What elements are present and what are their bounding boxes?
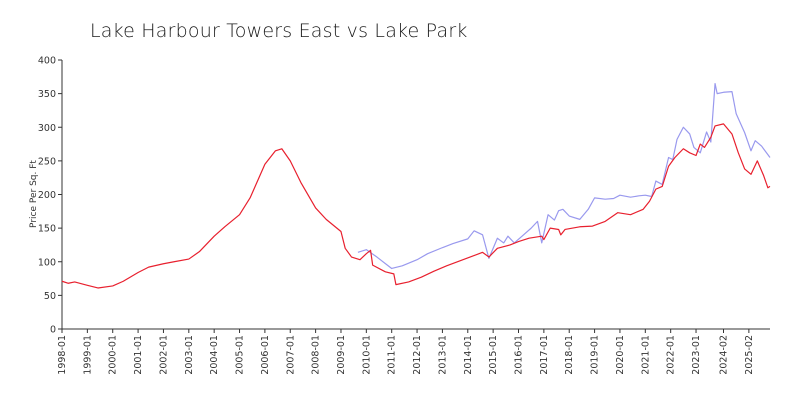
chart-axes xyxy=(61,60,770,330)
x-tick-label: 2019-01 xyxy=(590,335,601,375)
x-tick-label: 2010-01 xyxy=(361,335,372,375)
x-tick-label: 2002-01 xyxy=(158,335,169,375)
y-axis-label: Price Per Sq. Ft xyxy=(29,160,39,228)
x-tick-label: 2017-01 xyxy=(539,335,550,375)
x-tick-label: 2008-01 xyxy=(311,335,322,375)
y-tick-label: 200 xyxy=(38,190,56,201)
series-layer xyxy=(61,82,771,289)
x-tick-label: 2013-01 xyxy=(437,335,448,375)
x-tick-label: 1999-01 xyxy=(82,335,93,375)
x-tick-label: 2015-01 xyxy=(488,335,499,375)
y-tick-label: 150 xyxy=(38,224,56,235)
x-tick-label: 2004-01 xyxy=(209,335,220,375)
x-tick-label: 1998-01 xyxy=(57,335,68,375)
x-tick-label: 2003-01 xyxy=(184,335,195,375)
x-tick-label: 2001-01 xyxy=(133,335,144,375)
y-tick-label: 250 xyxy=(38,156,56,167)
x-axis-ticks: 1998-01 1999-01 2000-01 2001-01 2002-01 2003-… xyxy=(57,329,755,375)
chart-title: Lake Harbour Towers East vs Lake Park xyxy=(90,20,468,42)
y-tick-label: 300 xyxy=(38,123,56,134)
y-tick-label: 0 xyxy=(50,325,56,336)
x-tick-label: 2014-01 xyxy=(463,335,474,375)
series-line-1 xyxy=(357,82,771,270)
x-tick-label: 2016-01 xyxy=(514,335,525,375)
y-tick-label: 50 xyxy=(44,291,56,302)
x-tick-label: 2024-02 xyxy=(719,335,730,375)
y-tick-label: 400 xyxy=(38,56,56,67)
x-tick-label: 2009-01 xyxy=(336,335,347,375)
x-tick-label: 2022-01 xyxy=(666,335,677,375)
x-tick-label: 2021-01 xyxy=(640,335,651,375)
y-tick-label: 100 xyxy=(38,257,56,268)
x-tick-label: 2018-01 xyxy=(564,335,575,375)
y-tick-label: 350 xyxy=(38,89,56,100)
x-tick-label: 2012-01 xyxy=(412,335,423,375)
x-tick-label: 2023-01 xyxy=(691,335,702,375)
x-tick-label: 2011-01 xyxy=(387,335,398,375)
x-tick-label: 2025-02 xyxy=(744,335,755,375)
y-axis-ticks: 0 50 100 150 200 250 300 350 400 xyxy=(38,56,62,336)
series-line-2 xyxy=(61,123,771,289)
x-tick-label: 2020-01 xyxy=(615,335,626,375)
x-tick-label: 2005-01 xyxy=(235,335,246,375)
x-tick-label: 2006-01 xyxy=(260,335,271,375)
x-tick-label: 2000-01 xyxy=(108,335,119,375)
x-tick-label: 2007-01 xyxy=(285,335,296,375)
